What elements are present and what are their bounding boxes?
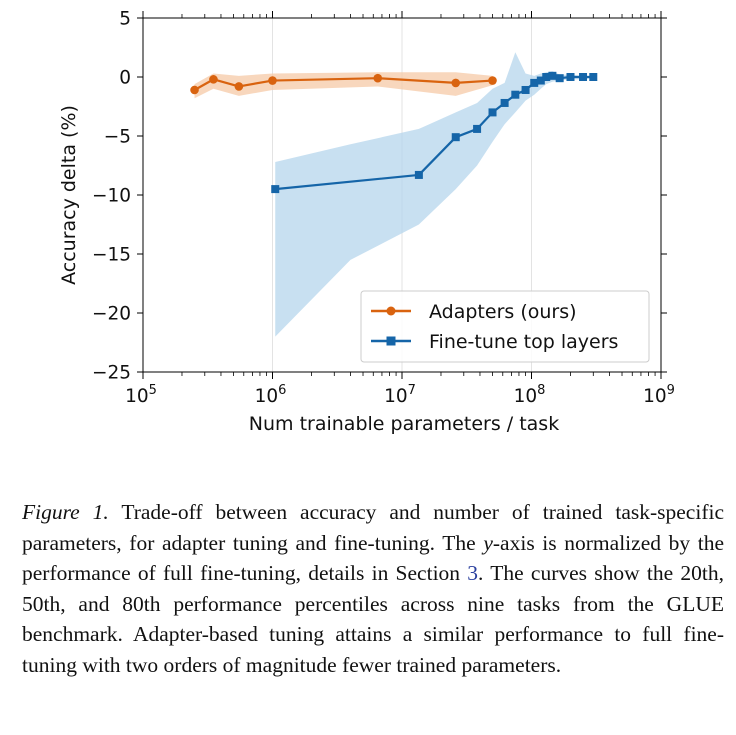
legend: Adapters (ours) Fine-tune top layers [360, 290, 650, 363]
y-tick-label: −25 [92, 363, 131, 384]
x-tick-label: 106 [255, 383, 287, 407]
caption-text-part-1: Trade-off between accuracy and number of… [22, 500, 725, 555]
y-tick-label: 5 [119, 9, 131, 30]
point-finetune [548, 71, 557, 80]
figure-caption: Figure 1. Trade-off between accuracy and… [22, 497, 724, 681]
y-tick-label: −10 [92, 186, 131, 207]
point-finetune [521, 85, 530, 94]
point-finetune [451, 133, 460, 142]
legend-finetune-label: Fine-tune top layers [429, 331, 618, 353]
caption-y-variable: y [483, 530, 493, 555]
band-series-1 [275, 52, 594, 337]
caption-text-part-3: . The curves show the 20th, 50th, and 80… [22, 561, 724, 677]
legend-adapters-label: Adapters (ours) [429, 301, 577, 323]
y-tick-label: −20 [92, 304, 131, 325]
point-finetune [271, 185, 280, 194]
x-axis-label: Num trainable parameters / task [249, 413, 559, 435]
point-adapters [373, 73, 383, 83]
x-tick-exponent: 7 [408, 383, 416, 398]
point-adapters [451, 78, 461, 88]
point-finetune [555, 74, 564, 83]
series-markers [190, 71, 598, 194]
y-axis-label: Accuracy delta (%) [58, 105, 80, 285]
x-tick-label: 107 [384, 383, 416, 407]
point-finetune [566, 73, 575, 81]
point-finetune [414, 170, 423, 179]
point-adapters [190, 85, 199, 95]
point-finetune [511, 90, 520, 99]
legend-finetune-marker [386, 336, 396, 346]
point-adapters [234, 82, 244, 91]
legend-entry-finetune: Fine-tune top layers [371, 331, 618, 353]
figure-chart: 5 0 −5 −10 −15 −20 −25 105 106 107 108 109 Accuracy… [58, 9, 675, 436]
point-finetune [488, 108, 497, 117]
y-tick-label: 0 [119, 68, 131, 89]
x-tick-exponent: 6 [278, 383, 286, 398]
caption-text-part-2: -axis is normalized by the performance o… [22, 530, 725, 586]
x-tick-exponent: 8 [537, 383, 545, 398]
x-tick-label: 109 [643, 383, 675, 407]
point-finetune [530, 78, 539, 87]
point-finetune [473, 124, 482, 133]
caption-section-link[interactable]: 3 [467, 561, 479, 586]
x-tick-exponent: 9 [667, 383, 675, 398]
point-finetune [579, 73, 588, 81]
y-tick-label: −5 [104, 127, 131, 148]
caption-figure-label: Figure 1. [22, 500, 109, 524]
point-finetune [542, 73, 551, 81]
point-finetune [500, 98, 509, 107]
legend-box [360, 290, 650, 363]
point-adapters [488, 76, 497, 85]
x-tick-exponent: 5 [149, 383, 157, 398]
point-adapters [209, 75, 218, 84]
legend-entry-adapters: Adapters (ours) [371, 301, 577, 323]
x-tick-label: 108 [514, 383, 546, 407]
x-tick-label: 105 [125, 383, 157, 407]
point-adapters [268, 76, 277, 85]
line-series-1 [275, 74, 594, 191]
y-tick-label: −15 [92, 245, 131, 266]
legend-adapters-marker [386, 306, 396, 316]
point-finetune [536, 76, 545, 85]
point-finetune [589, 73, 598, 81]
